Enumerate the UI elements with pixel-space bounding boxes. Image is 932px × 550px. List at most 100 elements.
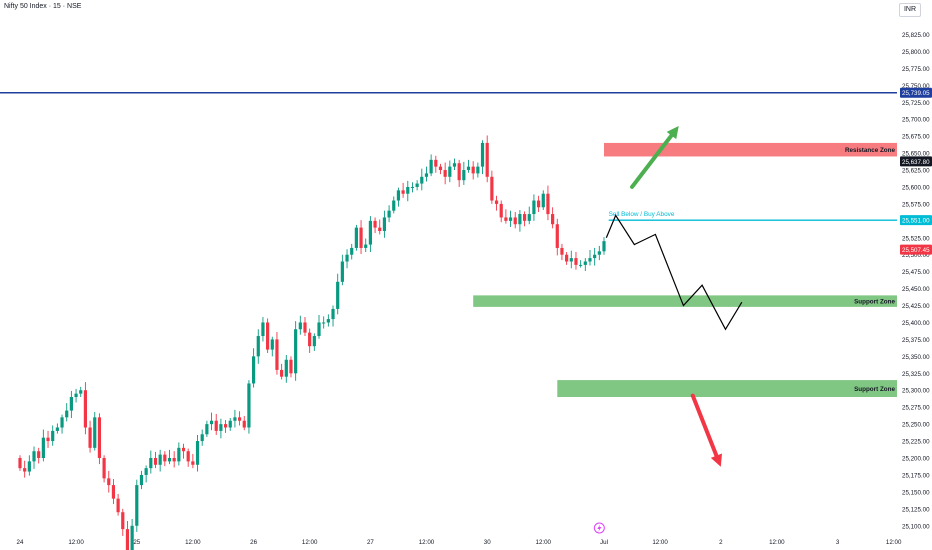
candle-body <box>205 424 209 435</box>
price-tick-label: 25,750.00 <box>902 83 930 90</box>
support-zone-upper-rect[interactable] <box>473 295 897 307</box>
candle-body <box>130 525 134 550</box>
lightning-icon[interactable] <box>593 522 605 534</box>
candle-body <box>396 190 401 201</box>
candle-body <box>382 217 387 232</box>
candle-body <box>37 451 41 458</box>
bullish-arrow-head[interactable] <box>666 125 679 140</box>
time-tick-label: 12:00 <box>536 539 552 546</box>
candle-body <box>378 227 382 232</box>
time-tick-label: 25 <box>133 539 140 546</box>
candle-body <box>499 203 503 218</box>
candle-body <box>597 251 601 255</box>
candle-body <box>452 163 457 167</box>
candle-body <box>200 434 204 442</box>
candle-body <box>237 417 242 421</box>
price-tick-label: 25,575.00 <box>902 201 930 208</box>
candle-body <box>97 417 102 458</box>
projection-path[interactable] <box>605 214 743 331</box>
price-tick-label: 25,250.00 <box>902 422 930 429</box>
time-axis[interactable]: 24 12:00 25 12:00 26 12:00 27 12:00 30 12:00 Jul 12… <box>17 539 902 546</box>
bearish-arrow-shaft[interactable] <box>690 393 719 458</box>
price-badge-label: 25,739.05 <box>902 90 930 97</box>
candle-body <box>317 322 321 337</box>
time-tick-label: 12:00 <box>302 539 318 546</box>
candle-body <box>415 183 419 187</box>
bullish-arrow-shaft[interactable] <box>630 133 674 189</box>
candle-body <box>429 159 433 174</box>
candle-body <box>233 417 237 421</box>
candle-body <box>340 261 344 282</box>
price-tick-label: 25,325.00 <box>902 371 930 378</box>
candle-body <box>121 512 125 530</box>
price-badge <box>900 87 932 98</box>
candle-body <box>18 458 22 469</box>
candle-body <box>46 437 50 442</box>
candle-body <box>88 427 92 448</box>
bearish-arrow-head[interactable] <box>710 453 722 467</box>
candle-body <box>247 383 251 428</box>
candle-body <box>275 339 279 370</box>
candle-body <box>401 190 405 194</box>
candle-body <box>541 193 545 208</box>
candle-body <box>476 166 480 174</box>
candle-body <box>177 447 181 462</box>
candle-body <box>326 319 330 323</box>
candle-body <box>513 217 517 225</box>
price-tick-label: 25,600.00 <box>902 184 930 191</box>
candle-body <box>242 420 246 428</box>
candle-body <box>107 478 111 486</box>
price-tick-label: 25,150.00 <box>902 489 930 496</box>
candle-body <box>508 217 513 221</box>
candle-body <box>359 227 363 248</box>
candle-body <box>228 420 232 428</box>
candle-body <box>424 173 429 177</box>
support-zone-upper-label: Support Zone <box>854 298 895 305</box>
resistance-zone-rect[interactable] <box>604 142 897 157</box>
candle-body <box>392 200 396 211</box>
time-tick-label: 24 <box>17 539 24 546</box>
support-zone-lower-rect[interactable] <box>557 380 897 398</box>
candle-body <box>186 451 190 462</box>
price-badge-label: 25,637.80 <box>902 159 930 166</box>
resistance-zone-label: Resistance Zone <box>845 147 896 154</box>
currency-button[interactable]: INR <box>899 3 921 17</box>
candle-body <box>149 458 153 469</box>
drawings-layer[interactable]: Sell Below / Buy Above <box>0 91 897 534</box>
candle-body <box>331 308 335 320</box>
candle-body <box>27 461 31 472</box>
time-tick-label: 3 <box>836 539 840 546</box>
price-tick-label: 25,775.00 <box>902 66 930 73</box>
candle-body <box>74 393 78 398</box>
candle-body <box>23 468 27 472</box>
time-tick-label: 12:00 <box>68 539 84 546</box>
price-tick-label: 25,125.00 <box>902 506 930 513</box>
time-tick-label: 30 <box>484 539 491 546</box>
candle-body <box>518 214 522 225</box>
price-tick-label: 25,275.00 <box>902 405 930 412</box>
candle-body <box>111 485 116 499</box>
candle-body <box>163 454 167 462</box>
candle-body <box>312 336 316 347</box>
price-tick-label: 25,300.00 <box>902 388 930 395</box>
price-badge <box>900 244 932 255</box>
candle-body <box>485 142 489 177</box>
price-tick-label: 25,800.00 <box>902 49 930 56</box>
price-tick-label: 25,650.00 <box>902 151 930 158</box>
lightning-icon-glyph <box>597 524 602 532</box>
candle-body <box>434 159 438 167</box>
price-tick-label: 25,225.00 <box>902 439 930 446</box>
time-tick-label: 12:00 <box>769 539 785 546</box>
price-tick-label: 25,175.00 <box>902 472 930 479</box>
candle-body <box>345 254 349 262</box>
price-badge <box>900 215 932 226</box>
candle-body <box>294 329 298 374</box>
price-axis[interactable]: 25,825.0025,800.0025,775.0025,750.0025,7… <box>902 32 930 530</box>
candle-body <box>555 224 559 248</box>
candle-body <box>195 441 200 465</box>
price-tick-label: 25,200.00 <box>902 456 930 463</box>
candle-body <box>167 458 172 462</box>
candle-body <box>144 468 148 475</box>
candle-body <box>532 200 536 215</box>
